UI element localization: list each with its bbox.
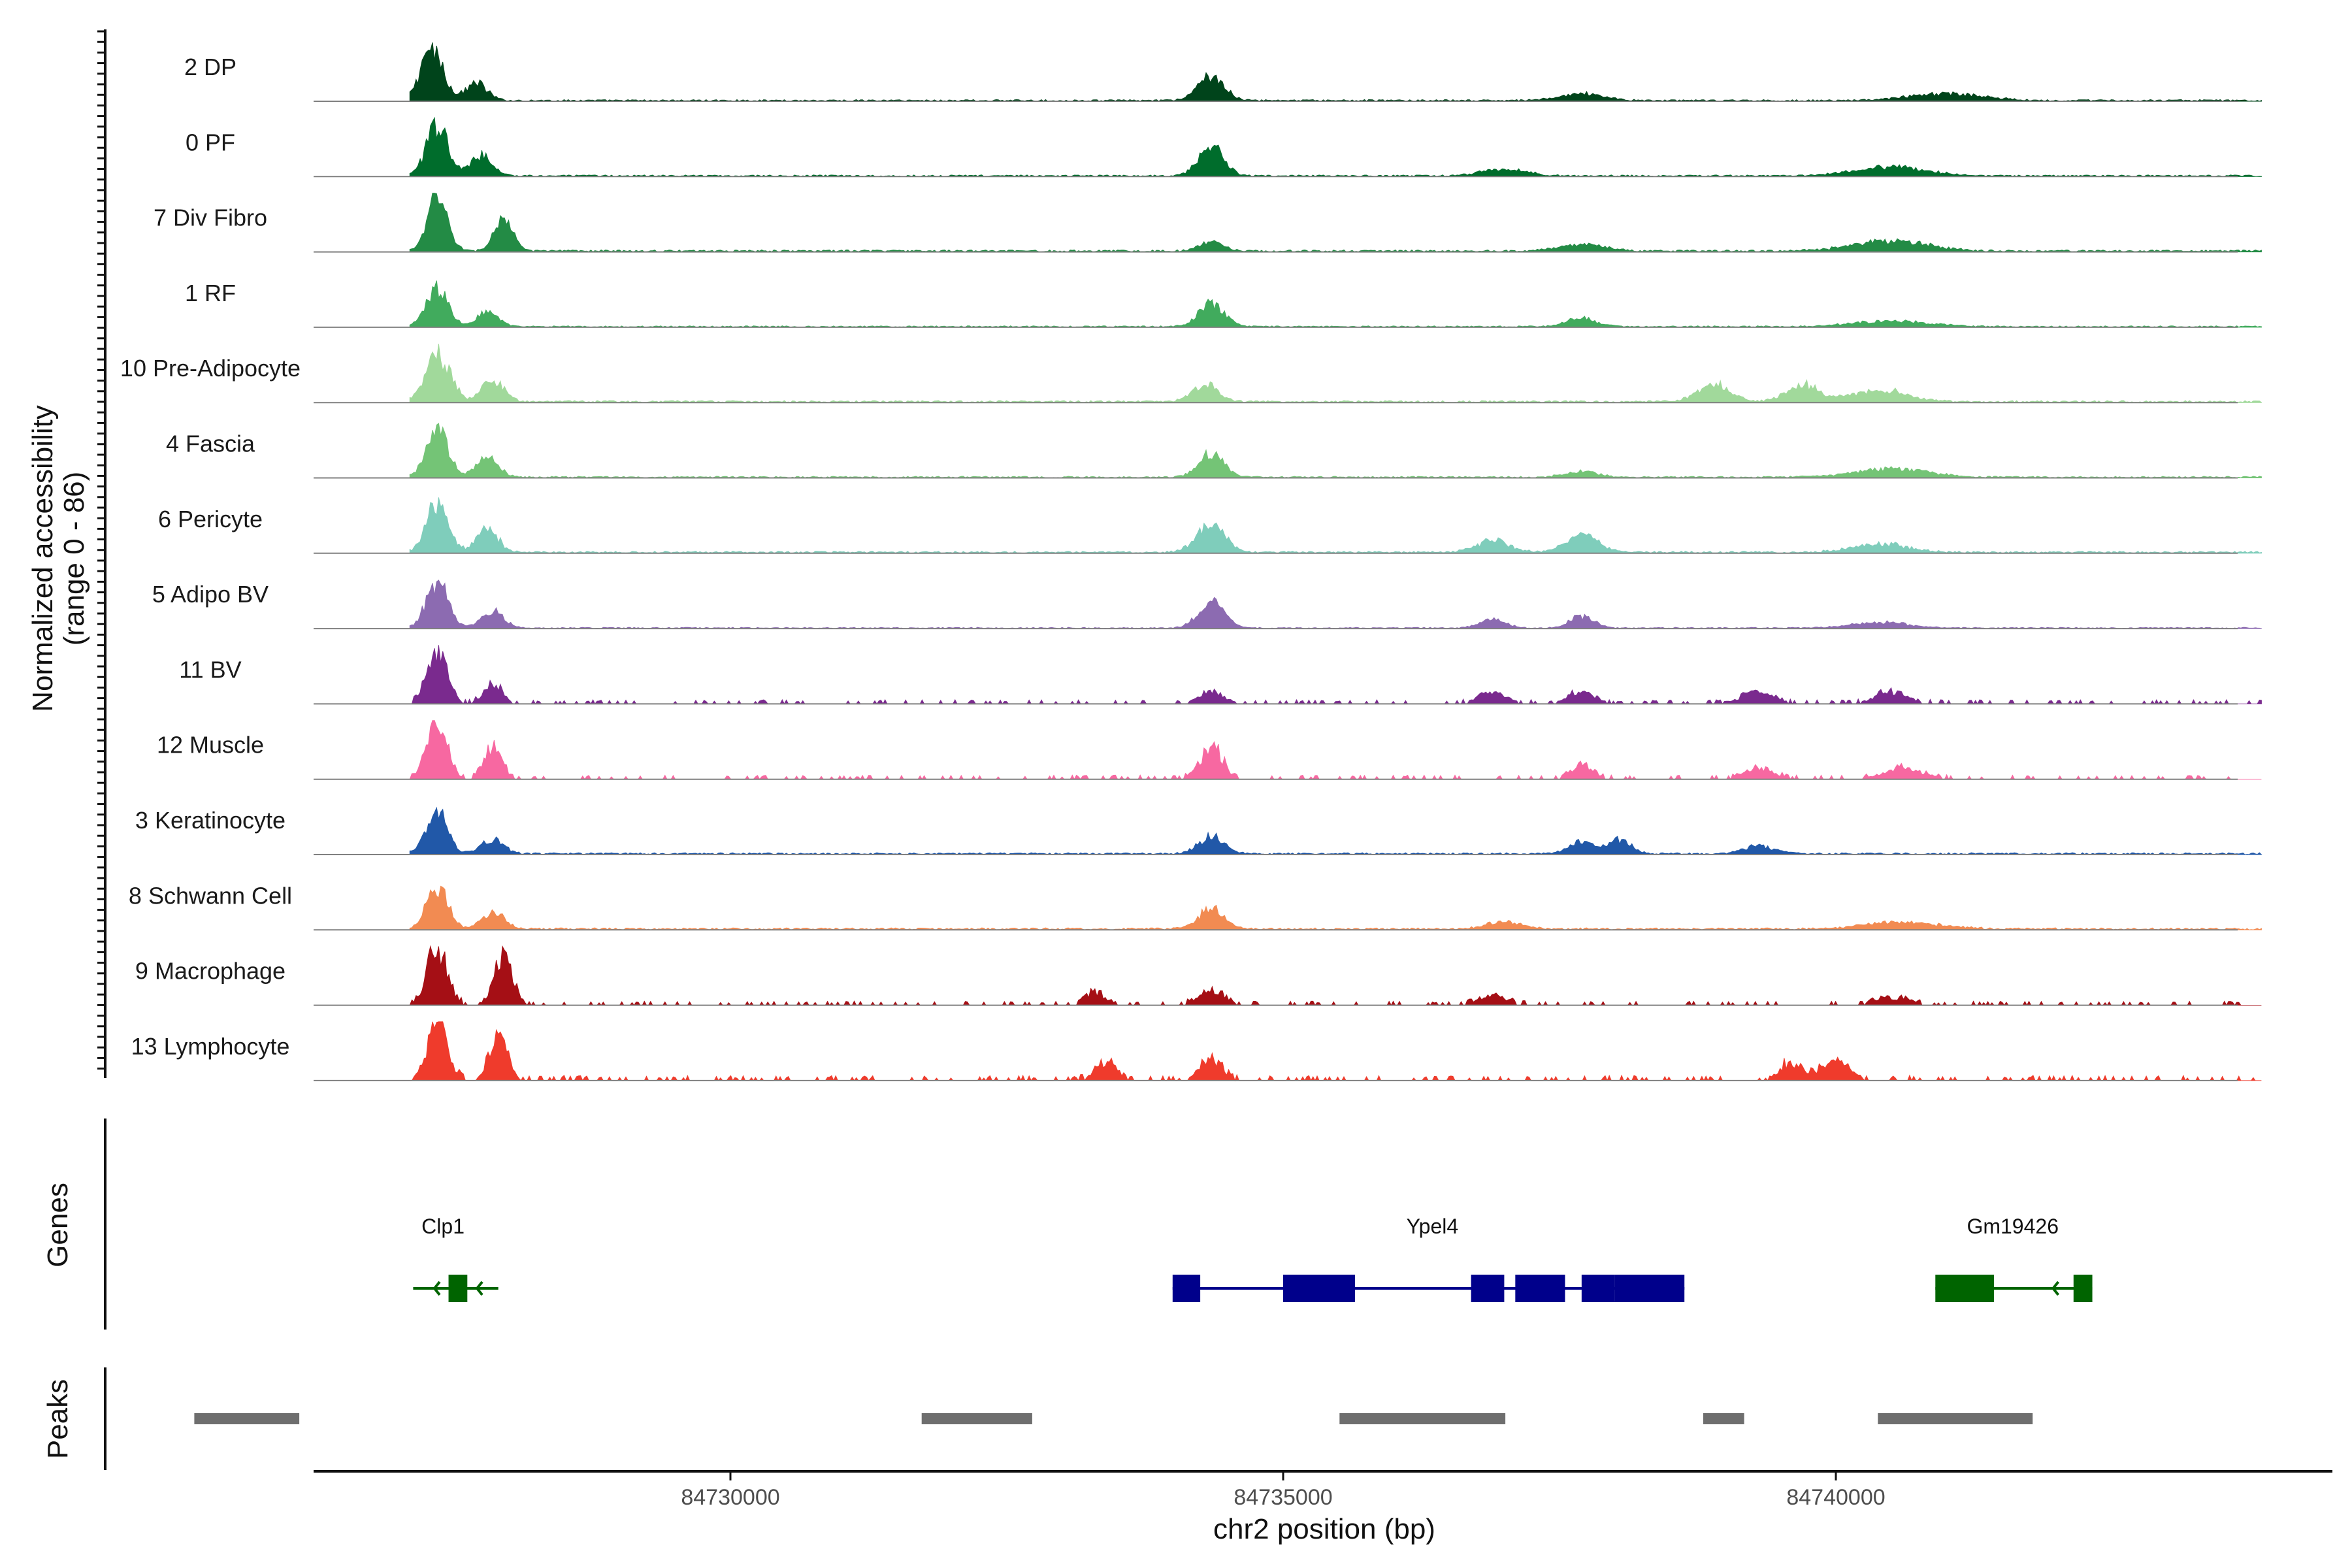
gene-label: Clp1 (421, 1215, 465, 1238)
peak-region (1703, 1413, 1744, 1424)
gene-exon (1283, 1275, 1355, 1302)
track-5-adipo-bv: 5 Adipo BV (152, 580, 2262, 630)
gene-exon (1581, 1275, 1615, 1302)
coverage-tracks: 2 DP 0 PF 7 Div Fibro 1 RF 10 Pre-Adipocyte 4… (120, 42, 2262, 1082)
strand-arrow (475, 1281, 483, 1296)
gene-exon (1471, 1275, 1505, 1302)
gene-exon (1935, 1275, 1994, 1302)
gene-exon (448, 1275, 468, 1302)
track-label: 5 Adipo BV (152, 581, 269, 608)
track-7-div-fibro: 7 Div Fibro (154, 193, 2262, 253)
coverage-area (410, 645, 2262, 705)
x-axis-ticks: 84730000 84735000 84740000 (681, 1471, 1886, 1510)
genes-panel: Clp1 Ypel4 Gm19426 (413, 1215, 2093, 1302)
track-label: 4 Fascia (166, 431, 255, 457)
track-label: 13 Lymphocyte (131, 1033, 290, 1060)
track-label: 8 Schwann Cell (129, 882, 292, 909)
gene-gm19426: Gm19426 (1935, 1215, 2093, 1302)
track-label: 0 PF (186, 129, 235, 155)
coverage-area (409, 193, 2262, 253)
peaks-panel-label: Peaks (42, 1379, 74, 1459)
track-label: 9 Macrophage (135, 958, 286, 985)
coverage-area (409, 945, 2262, 1006)
track-label: 12 Muscle (157, 732, 264, 759)
x-axis-title: chr2 position (bp) (1213, 1513, 1435, 1545)
coverage-area (409, 580, 2262, 629)
track-3-keratinocyte: 3 Keratinocyte (135, 806, 2262, 855)
coverage-area (409, 280, 2262, 328)
gene-ypel4: Ypel4 (1172, 1215, 1685, 1302)
track-0-pf: 0 PF (186, 116, 2262, 178)
coverage-area (409, 344, 2262, 403)
track-11-bv: 11 BV (179, 645, 2262, 705)
gene-exon (1172, 1275, 1201, 1302)
track-label: 7 Div Fibro (154, 204, 267, 231)
coverage-area (409, 720, 2262, 780)
genes-panel-label: Genes (42, 1183, 74, 1267)
coverage-area (409, 806, 2262, 855)
track-13-lymphocyte: 13 Lymphocyte (131, 1021, 2262, 1082)
coverage-area (409, 885, 2262, 930)
coverage-area (409, 116, 2262, 177)
track-label: 10 Pre-Adipocyte (120, 355, 301, 382)
track-2-dp: 2 DP (184, 42, 2262, 102)
coverage-area (409, 497, 2262, 554)
track-1-rf: 1 RF (185, 280, 2262, 328)
track-6-pericyte: 6 Pericyte (158, 497, 2262, 554)
track-label: 2 DP (184, 54, 237, 80)
strand-arrow (433, 1281, 441, 1296)
x-tick-label: 84735000 (1233, 1485, 1332, 1510)
peak-region (1339, 1413, 1506, 1424)
y-axis-title-range: (range 0 - 86) (58, 472, 90, 646)
coverage-area (409, 42, 2262, 102)
peak-region (921, 1413, 1032, 1424)
peak-region (1878, 1413, 2033, 1424)
strand-arrow (2051, 1281, 2060, 1296)
gene-clp1: Clp1 (413, 1215, 498, 1302)
gene-exon (1614, 1275, 1685, 1302)
track-label: 11 BV (179, 656, 241, 683)
track-8-schwann-cell: 8 Schwann Cell (129, 882, 2262, 931)
peak-region (194, 1413, 300, 1424)
coverage-y-ticks (97, 30, 105, 1070)
gene-label: Ypel4 (1407, 1215, 1458, 1238)
coverage-area (410, 1021, 2262, 1082)
y-axis-title: Normalized accessibility (27, 405, 59, 711)
track-label: 1 RF (185, 280, 236, 306)
coverage-area (409, 423, 2262, 479)
strand-arrow (1972, 1281, 1981, 1296)
track-4-fascia: 4 Fascia (166, 423, 2262, 479)
track-label: 6 Pericyte (158, 506, 263, 532)
strand-arrow (1294, 1281, 1303, 1296)
track-label: 3 Keratinocyte (135, 807, 286, 834)
strand-arrow (1550, 1281, 1558, 1296)
x-tick-label: 84730000 (681, 1485, 779, 1510)
track-9-macrophage: 9 Macrophage (135, 945, 2262, 1006)
track-10-pre-adipocyte: 10 Pre-Adipocyte (120, 344, 2262, 404)
peaks-panel (194, 1413, 2033, 1424)
gene-exon (2073, 1275, 2093, 1302)
x-tick-label: 84740000 (1786, 1485, 1885, 1510)
gene-label: Gm19426 (1967, 1215, 2059, 1238)
track-12-muscle: 12 Muscle (157, 720, 2262, 780)
